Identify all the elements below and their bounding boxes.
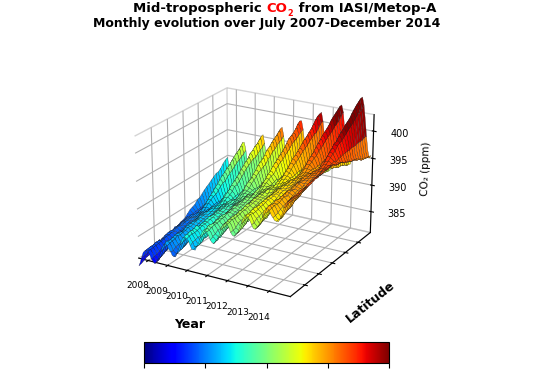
Text: Mid-tropospheric: Mid-tropospheric	[133, 2, 266, 15]
X-axis label: Year: Year	[174, 318, 205, 331]
Text: Monthly evolution over July 2007-December 2014: Monthly evolution over July 2007-Decembe…	[93, 17, 440, 30]
Text: CO: CO	[266, 2, 287, 15]
Y-axis label: Latitude: Latitude	[343, 279, 398, 326]
Text: from IASI/Metop-A: from IASI/Metop-A	[294, 2, 436, 15]
Text: 2: 2	[287, 9, 293, 18]
